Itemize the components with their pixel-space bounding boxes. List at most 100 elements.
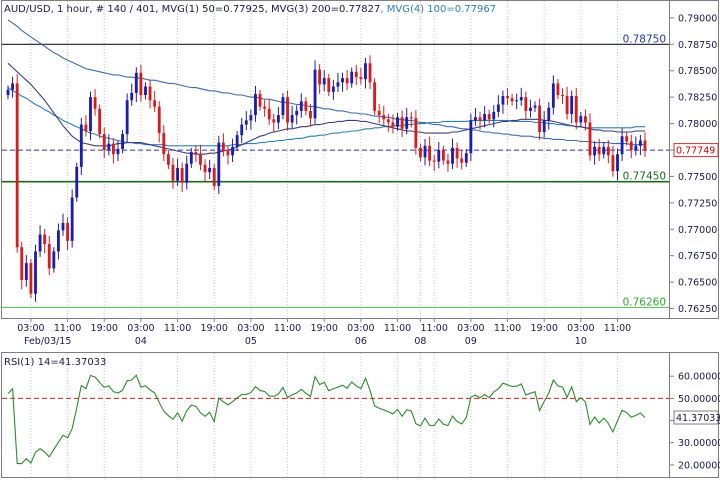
candle-body [66, 222, 69, 241]
candle-body [506, 96, 509, 99]
candle-body [400, 117, 404, 129]
rsi-y-tick-label: 30.00000 [678, 438, 720, 449]
candle-body [299, 101, 303, 111]
candle-body [267, 108, 271, 120]
candle-body [144, 86, 147, 96]
price-y-tick-label: 0.78750 [678, 40, 717, 51]
candle-body [272, 119, 276, 123]
header-mvg3: , MVG(3) 200=0.77827 [265, 4, 381, 15]
candle-body [584, 116, 587, 123]
candle-body [276, 115, 280, 123]
candle-body [629, 141, 633, 150]
candle-body [364, 63, 367, 80]
candle-body [483, 114, 487, 121]
candle-body [414, 118, 418, 148]
candle-body [11, 83, 15, 90]
candle-body [478, 117, 482, 121]
candle-body [194, 152, 198, 155]
candle-body [24, 263, 28, 281]
candle-body [290, 115, 294, 123]
candle-body [98, 108, 102, 135]
candle-body [625, 136, 629, 142]
header-mvg1: , MVG(1) 50=0.77925 [155, 4, 264, 15]
candle-body [533, 105, 537, 108]
candle-body [428, 145, 432, 161]
rsi-y-tick-label: 50.00000 [678, 394, 720, 405]
candle-body [455, 147, 459, 159]
candle-body [382, 115, 386, 120]
candle-body [529, 107, 532, 111]
candle-body [336, 82, 340, 87]
candle-body [286, 97, 289, 123]
price-y-tick-label: 0.78250 [678, 93, 717, 104]
candle-body [570, 96, 574, 115]
candle-body [244, 120, 248, 125]
candle-body [43, 234, 47, 245]
x-tick-time-label: 11:00 [384, 323, 411, 334]
x-tick-time-label: 11:00 [494, 323, 521, 334]
candle-body [309, 110, 312, 119]
x-tick-time-label: 11:00 [604, 323, 631, 334]
candle-body [432, 160, 436, 162]
candle-body [6, 89, 10, 96]
current-rsi-label: 41.37033 [676, 413, 720, 424]
x-tick-time-label: 03:00 [237, 323, 264, 334]
header-symbol: AUD/USD [4, 4, 51, 15]
candle-body [446, 160, 450, 164]
candle-body [75, 166, 79, 198]
candle-body [203, 164, 207, 173]
candle-body [157, 106, 161, 134]
candle-body [70, 197, 74, 241]
x-tick-date-label: 08 [414, 336, 426, 347]
x-tick-time-label: 11:00 [274, 323, 301, 334]
candle-body [322, 78, 326, 85]
x-tick-time-label: 19:00 [91, 323, 118, 334]
header-timeframe: , 1 hour [51, 4, 91, 15]
rsi-line [7, 374, 646, 465]
candle-body [588, 122, 592, 156]
candle-body [386, 119, 390, 123]
price-y-tick-label: 0.77500 [678, 172, 717, 183]
x-tick-date-label: 06 [355, 336, 367, 347]
price-y-tick-label: 0.77250 [678, 198, 717, 209]
candle-body [29, 263, 33, 294]
x-tick-time-label: 19:00 [201, 323, 228, 334]
candle-body [423, 145, 427, 158]
price-y-tick-label: 0.77000 [678, 225, 717, 236]
candle-body [643, 140, 647, 150]
candle-body [350, 71, 354, 84]
candle-body [102, 134, 106, 150]
candle-body [38, 234, 42, 252]
x-tick-date-label: 04 [135, 336, 147, 347]
candle-body [602, 146, 606, 155]
candle-body [341, 78, 344, 83]
current-price-label: 0.77749 [676, 146, 715, 157]
rsi-y-tick-label: 60.00000 [678, 372, 720, 383]
rsi-indicator [2, 374, 669, 465]
price-y-tick-label: 0.76500 [678, 278, 717, 289]
x-tick-date-label: 10 [575, 336, 587, 347]
candle-body [15, 83, 19, 248]
price-y-tick-label: 0.78000 [678, 119, 717, 130]
candle-body [419, 147, 422, 158]
candle-body [189, 152, 193, 164]
candle-body [20, 247, 24, 281]
candle-body [263, 106, 267, 109]
candle-body [208, 167, 212, 173]
rsi-header: RSI(1) 14=41.37033 [4, 357, 106, 368]
candle-body [354, 71, 358, 78]
candle-body [579, 116, 583, 123]
candle-body [171, 164, 175, 181]
candle-body [515, 100, 519, 102]
candle-body [405, 117, 409, 129]
candle-body [107, 143, 111, 150]
candle-body [153, 100, 157, 107]
candle-body [235, 135, 239, 147]
header-mvg4: , MVG(4) 100=0.77967 [380, 4, 496, 15]
chart-header: AUD/USD, 1 hour, # 140 / 401, MVG(1) 50=… [4, 4, 496, 15]
candle-body [258, 93, 262, 107]
candle-body [180, 167, 184, 183]
x-tick-date-label: 05 [245, 336, 257, 347]
price-y-tick-label: 0.79000 [678, 13, 717, 24]
